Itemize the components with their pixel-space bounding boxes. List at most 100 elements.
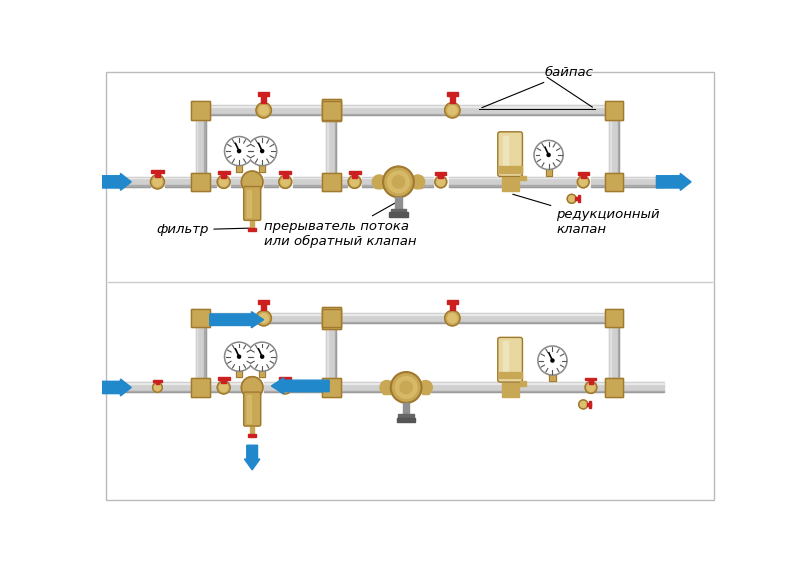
Bar — [326, 326, 337, 388]
Text: байпас: байпас — [482, 66, 594, 108]
Bar — [165, 177, 216, 187]
Circle shape — [281, 383, 290, 392]
Bar — [195, 311, 197, 388]
Bar — [449, 185, 501, 187]
Bar — [214, 383, 241, 384]
Circle shape — [437, 178, 445, 186]
Circle shape — [238, 149, 241, 153]
Bar — [622, 177, 664, 187]
Circle shape — [392, 175, 405, 188]
Bar — [438, 173, 443, 178]
Circle shape — [578, 176, 589, 188]
Bar — [335, 326, 337, 388]
Bar — [519, 177, 575, 187]
Bar — [415, 185, 433, 187]
Bar — [259, 370, 266, 378]
FancyBboxPatch shape — [244, 392, 261, 426]
Bar — [116, 391, 148, 392]
Bar — [214, 383, 241, 392]
Bar — [591, 177, 606, 187]
Bar — [591, 185, 606, 187]
Bar — [415, 177, 433, 187]
Bar — [449, 177, 501, 187]
Circle shape — [153, 383, 162, 392]
Bar — [322, 307, 341, 329]
Bar — [322, 378, 341, 397]
Bar — [583, 391, 606, 392]
Bar — [231, 177, 241, 178]
Circle shape — [217, 175, 230, 188]
Bar — [618, 311, 619, 388]
Bar — [415, 177, 433, 178]
Circle shape — [256, 102, 271, 118]
Bar — [322, 309, 341, 327]
Bar — [191, 173, 210, 191]
Bar — [322, 309, 341, 327]
Bar — [214, 391, 241, 392]
Bar — [479, 383, 501, 384]
Bar — [258, 299, 269, 303]
Bar — [622, 383, 664, 392]
Bar — [341, 383, 390, 384]
Bar — [622, 391, 664, 392]
Bar — [259, 164, 266, 172]
Bar — [258, 92, 269, 96]
Bar — [264, 383, 294, 384]
Bar — [503, 341, 508, 378]
Bar — [279, 376, 291, 380]
Bar — [390, 212, 408, 217]
Bar — [375, 175, 383, 188]
Bar — [609, 102, 619, 182]
Circle shape — [445, 311, 460, 326]
Bar — [116, 177, 150, 178]
Bar — [279, 171, 291, 174]
Bar — [449, 177, 501, 178]
Bar — [165, 385, 179, 389]
Bar — [294, 383, 341, 392]
Bar — [546, 168, 552, 175]
Bar — [236, 370, 242, 378]
Circle shape — [567, 194, 576, 203]
Circle shape — [225, 136, 254, 166]
Bar — [148, 383, 214, 392]
Bar — [605, 101, 623, 119]
FancyBboxPatch shape — [244, 187, 261, 220]
Bar — [550, 374, 555, 381]
Circle shape — [581, 402, 586, 407]
Bar — [218, 376, 230, 380]
Bar — [414, 175, 422, 188]
Bar — [498, 372, 522, 378]
Bar — [423, 391, 479, 392]
Bar — [246, 190, 250, 217]
Bar — [236, 370, 242, 378]
Circle shape — [445, 102, 460, 118]
Bar — [322, 101, 341, 119]
Bar — [390, 209, 406, 213]
Bar — [352, 173, 357, 178]
Bar — [293, 185, 347, 187]
Bar — [450, 301, 454, 311]
Text: фильтр: фильтр — [156, 224, 250, 237]
Bar — [191, 101, 210, 119]
Circle shape — [535, 142, 562, 168]
Bar — [326, 326, 328, 388]
Bar — [435, 172, 446, 175]
Bar — [116, 177, 150, 187]
Bar — [222, 173, 226, 178]
Bar — [151, 170, 164, 173]
Circle shape — [534, 140, 563, 170]
Bar — [362, 177, 382, 187]
Bar — [165, 177, 216, 178]
Circle shape — [448, 314, 457, 323]
FancyArrow shape — [245, 445, 260, 470]
Bar — [204, 102, 206, 182]
Bar — [193, 105, 622, 115]
Circle shape — [259, 106, 268, 115]
Circle shape — [217, 381, 230, 394]
Bar — [578, 195, 580, 202]
Bar — [231, 185, 241, 187]
Bar — [191, 378, 210, 397]
Bar — [293, 177, 347, 187]
Bar — [605, 378, 623, 397]
Circle shape — [539, 348, 566, 374]
